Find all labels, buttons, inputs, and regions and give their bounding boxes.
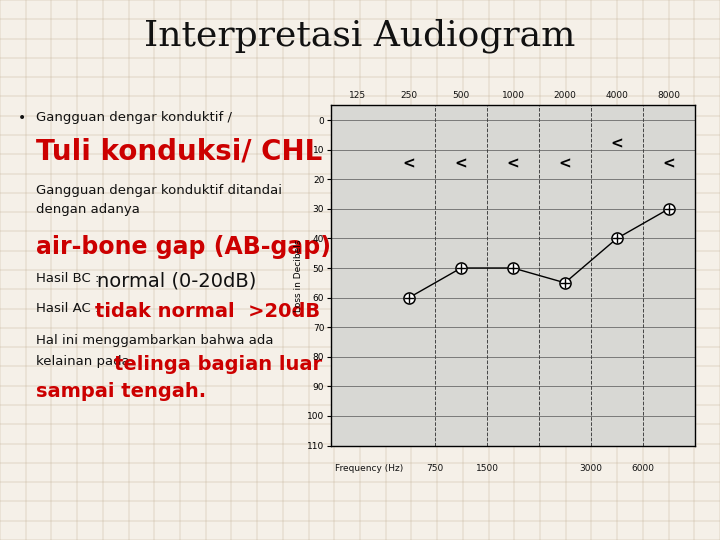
- Text: normal (0-20dB): normal (0-20dB): [97, 272, 256, 291]
- Text: 750: 750: [426, 464, 444, 474]
- Text: Hasil BC :: Hasil BC :: [36, 272, 108, 285]
- Text: Interpretasi Audiogram: Interpretasi Audiogram: [144, 19, 576, 53]
- Text: 6000: 6000: [631, 464, 654, 474]
- Text: Gangguan dengar konduktif /: Gangguan dengar konduktif /: [36, 111, 232, 124]
- Text: 125: 125: [348, 91, 366, 100]
- Text: Tuli konduksi/ CHL: Tuli konduksi/ CHL: [36, 138, 323, 166]
- Text: <: <: [662, 157, 675, 172]
- Text: air-bone gap (AB-gap): air-bone gap (AB-gap): [36, 235, 331, 259]
- Text: Hal ini menggambarkan bahwa ada: Hal ini menggambarkan bahwa ada: [36, 334, 274, 347]
- Y-axis label: Loss in Decibels: Loss in Decibels: [294, 239, 303, 312]
- Text: Frequency (Hz): Frequency (Hz): [335, 464, 403, 474]
- Text: 2000: 2000: [554, 91, 577, 100]
- Text: <: <: [507, 157, 519, 172]
- Text: sampai tengah.: sampai tengah.: [36, 382, 206, 401]
- Text: <: <: [402, 157, 415, 172]
- Text: 1500: 1500: [475, 464, 498, 474]
- Text: 3000: 3000: [580, 464, 603, 474]
- Text: 500: 500: [452, 91, 469, 100]
- Text: Hasil AC :: Hasil AC :: [36, 302, 104, 315]
- Text: <: <: [559, 157, 571, 172]
- Text: <: <: [611, 136, 624, 151]
- Text: telinga bagian luar: telinga bagian luar: [114, 355, 322, 374]
- Text: tidak normal  >20dB: tidak normal >20dB: [95, 302, 320, 321]
- Text: 4000: 4000: [606, 91, 629, 100]
- Text: •: •: [18, 111, 26, 125]
- Text: kelainan pada: kelainan pada: [36, 355, 134, 368]
- Text: 250: 250: [400, 91, 418, 100]
- Text: <: <: [455, 157, 467, 172]
- Text: 1000: 1000: [502, 91, 524, 100]
- Text: Gangguan dengar konduktif ditandai
dengan adanya: Gangguan dengar konduktif ditandai denga…: [36, 184, 282, 215]
- Text: 8000: 8000: [657, 91, 680, 100]
